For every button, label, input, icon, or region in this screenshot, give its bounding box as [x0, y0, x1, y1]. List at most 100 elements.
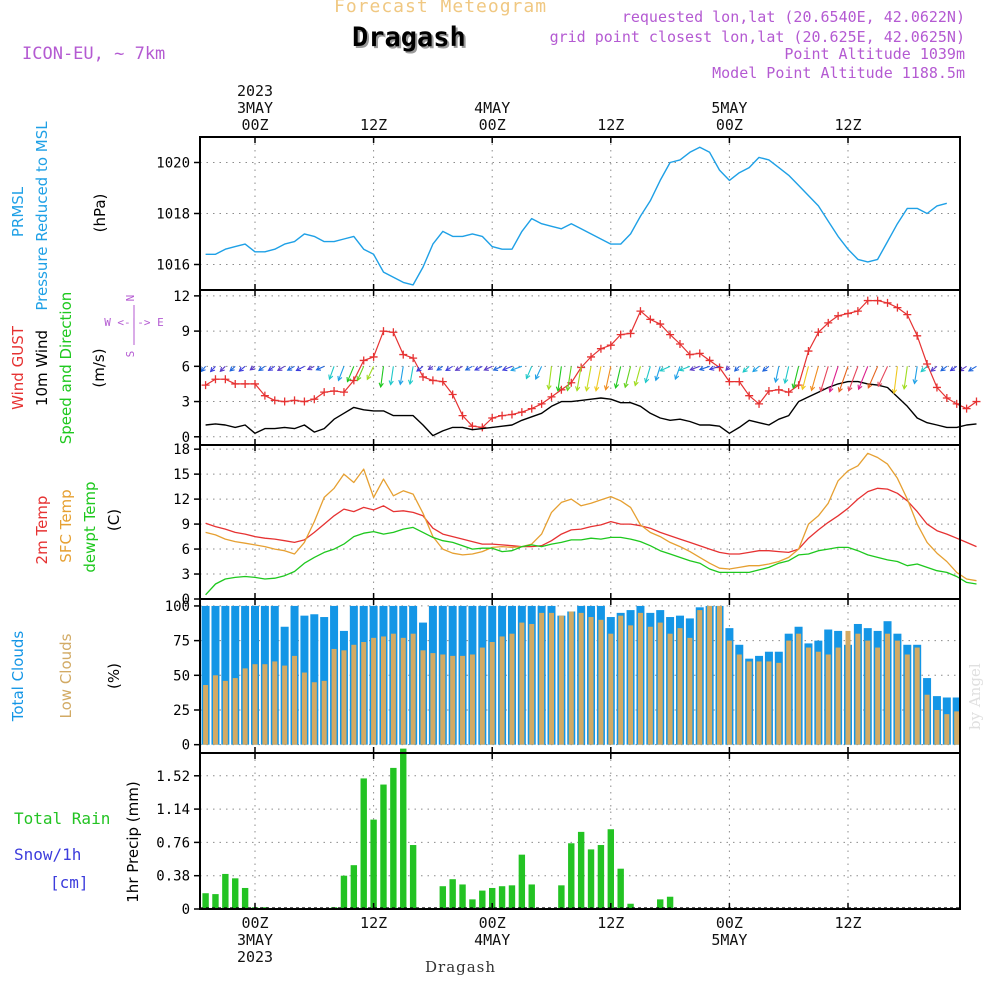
wind-arrow: [337, 366, 345, 381]
rain-bar: [340, 875, 348, 909]
low-cloud-bar: [598, 619, 604, 745]
rain-bar: [627, 903, 634, 909]
low-cloud-bar: [618, 615, 624, 745]
page-title: Dragash: [352, 22, 466, 53]
wind-arrowhead: [902, 384, 908, 390]
wind-arrowhead: [762, 366, 768, 372]
bottom-time-label: 3MAY: [237, 931, 273, 949]
panel-frame: [199, 136, 961, 291]
low-cloud-bar: [539, 612, 545, 745]
y-tick-label: 0: [182, 430, 190, 446]
wind-arrowhead: [474, 365, 480, 371]
wind-arrowhead: [967, 366, 974, 372]
gust-marker: [369, 352, 378, 361]
wind-arrow: [219, 365, 226, 372]
wind-arrowhead: [534, 374, 540, 381]
y-tick-label: 9: [182, 517, 190, 533]
wind-arrowhead: [819, 386, 825, 393]
top-time-label: 00Z: [716, 116, 743, 134]
low-cloud-bar: [608, 633, 614, 745]
y-tick-label: 1.14: [156, 802, 190, 818]
gust-marker: [458, 411, 467, 420]
wind-arrowhead: [378, 382, 384, 389]
wind-arrowhead: [644, 377, 650, 384]
wind-arrow: [576, 366, 582, 391]
wind-arrowhead: [219, 366, 225, 373]
wind-arrowhead: [356, 375, 362, 382]
gust-marker: [646, 315, 655, 324]
gust-marker: [310, 395, 319, 404]
temp-2m-line: [205, 487, 977, 555]
rain-bar: [350, 865, 358, 909]
wind-arrowhead: [510, 366, 516, 372]
low-cloud-bar: [885, 633, 891, 745]
low-cloud-bar: [637, 612, 643, 745]
low-cloud-bar: [825, 654, 831, 745]
ylabel-wind-gust: Wind GUST: [9, 325, 27, 410]
gust-marker: [784, 388, 793, 397]
wind-arrowhead: [464, 365, 471, 371]
gust-marker: [903, 310, 912, 319]
wind-arrowhead: [613, 383, 620, 389]
low-cloud-bar: [321, 680, 327, 745]
wind-arrowhead: [837, 387, 843, 393]
wind-arrowhead: [857, 384, 863, 391]
gust-marker: [320, 388, 329, 397]
total-cloud-bar: [310, 614, 319, 745]
top-time-label: 00Z: [479, 116, 506, 134]
gust-marker: [764, 386, 773, 395]
rain-bar: [409, 845, 417, 909]
rain-bar: [439, 886, 446, 909]
gust-marker: [537, 399, 546, 408]
rain-bar: [370, 819, 377, 909]
gust-marker: [251, 379, 259, 388]
compass-north: N: [124, 295, 137, 302]
y-tick-label: 25: [173, 703, 190, 719]
low-cloud-bar: [934, 709, 940, 745]
wind-arrowhead: [416, 366, 422, 372]
low-cloud-bar: [361, 642, 367, 745]
low-cloud-bar: [914, 647, 920, 745]
gust-marker: [873, 296, 882, 305]
low-cloud-bar: [944, 714, 950, 745]
wind-arrowhead: [930, 366, 936, 372]
low-cloud-bar: [736, 654, 742, 745]
top-time-label: 12Z: [834, 116, 861, 134]
rain-bar: [380, 784, 387, 909]
gust-marker: [478, 423, 487, 432]
wind-arrowhead: [623, 382, 629, 389]
low-cloud-bar: [331, 648, 337, 745]
low-cloud-bar: [558, 615, 564, 745]
wind-arrowhead: [238, 366, 244, 372]
low-cloud-bar: [805, 647, 811, 745]
gust-marker: [488, 413, 497, 422]
low-cloud-bar: [924, 694, 930, 745]
gust-marker: [942, 394, 951, 403]
rain-bar: [489, 887, 496, 909]
rain-bar: [558, 885, 565, 909]
low-cloud-bar: [726, 640, 732, 745]
wind-arrowhead: [800, 384, 806, 391]
y-tick-label: 1.52: [156, 769, 190, 785]
wind-arrowhead: [346, 377, 352, 383]
wind-arrow: [346, 366, 355, 382]
wind-arrowhead: [501, 366, 508, 372]
low-cloud-bar: [529, 623, 535, 745]
rain-bar: [360, 778, 367, 909]
wind-arrow: [634, 366, 641, 386]
low-cloud-bar: [272, 661, 278, 745]
wind-arrow: [307, 365, 315, 370]
wind-arrow: [277, 365, 285, 371]
y-tick-label: 0: [182, 592, 190, 608]
bottom-time-label: 12Z: [360, 914, 387, 932]
wind-arrow: [356, 366, 365, 381]
wind-arrow: [774, 366, 780, 383]
requested-coordinates: requested lon,lat (20.6540E, 42.0622N): [621, 8, 965, 26]
gust-marker: [755, 399, 764, 408]
gust-marker: [231, 379, 240, 388]
footer-location: Dragash: [425, 958, 497, 976]
gust-marker: [527, 404, 536, 413]
wind-arrowhead: [454, 366, 461, 371]
credit-watermark: by Angel: [966, 663, 984, 730]
gust-marker: [675, 340, 684, 349]
